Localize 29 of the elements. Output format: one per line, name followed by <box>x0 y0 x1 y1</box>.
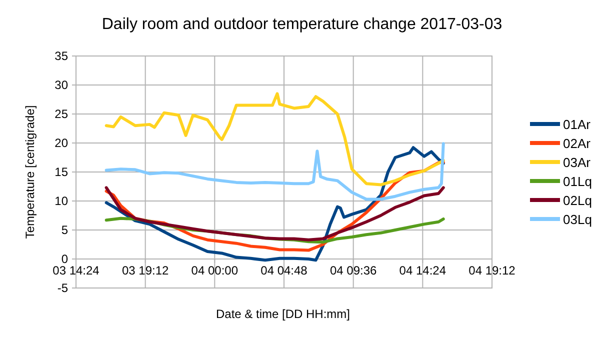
x-tick-label: 03 14:24 <box>52 264 100 278</box>
y-tick-label: 0 <box>61 252 68 266</box>
y-tick-label: 25 <box>54 106 68 121</box>
line-series <box>104 142 445 201</box>
y-axis-title: Temperature [centigrade] <box>23 105 37 239</box>
y-tick-label: 15 <box>54 164 68 179</box>
x-axis-title: Date & time [DD HH:mm] <box>216 307 350 321</box>
legend-label: 02Ar <box>563 136 592 151</box>
legend-label: 01Lq <box>563 174 592 189</box>
y-tick-label: 10 <box>54 194 68 208</box>
y-tick-label: 30 <box>54 78 68 92</box>
x-tick-label: 04 00:00 <box>191 264 238 278</box>
y-tick-label: 5 <box>61 222 68 237</box>
line-series <box>104 186 445 242</box>
y-tick-label: 20 <box>54 136 68 150</box>
legend-label: 01Ar <box>563 117 592 132</box>
x-tick-label: 04 19:12 <box>468 264 516 278</box>
legend-label: 03Lq <box>563 212 592 227</box>
legend-label: 02Lq <box>563 193 592 208</box>
chart-title: Daily room and outdoor temperature change 2017-03-03 <box>102 16 502 33</box>
line-series <box>104 92 445 186</box>
x-tick-label: 04 04:48 <box>260 264 308 278</box>
y-tick-label: -5 <box>57 280 68 295</box>
y-tick-label: 35 <box>54 48 68 63</box>
x-tick-label: 04 14:24 <box>399 264 446 278</box>
x-tick-label: 03 19:12 <box>122 264 170 278</box>
x-tick-label: 04 09:36 <box>330 264 378 278</box>
line-series <box>104 146 445 262</box>
legend-label: 03Ar <box>563 155 592 170</box>
